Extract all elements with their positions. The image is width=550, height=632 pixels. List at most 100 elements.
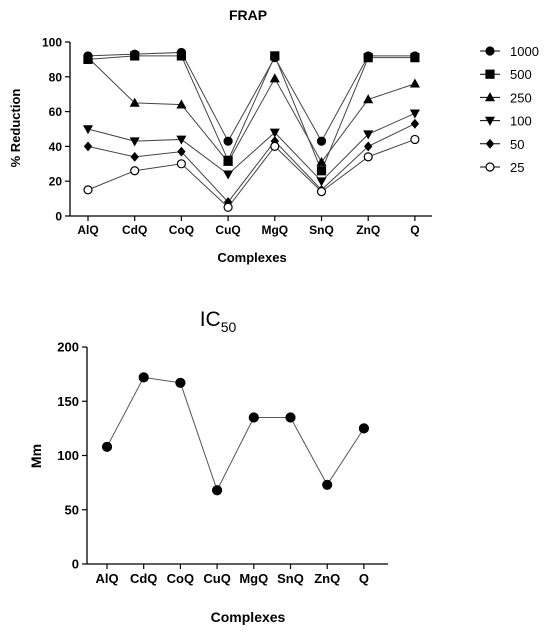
x-tick-label: SnQ: [277, 571, 304, 586]
y-tick-label: 100: [57, 448, 79, 463]
data-point-250: [269, 73, 280, 83]
data-point-100: [269, 128, 280, 138]
legend-marker: [485, 138, 495, 149]
data-point-25: [316, 187, 327, 197]
data-point-25: [270, 141, 280, 151]
legend-marker: [485, 162, 495, 172]
data-point-50: [177, 146, 186, 157]
data-point-250: [129, 97, 140, 107]
ic50-series-line: [106, 376, 365, 492]
ic50-title: IC50: [200, 308, 237, 335]
data-point-100: [409, 109, 420, 119]
y-tick-label: 50: [65, 502, 79, 517]
x-tick-label: MgQ: [239, 571, 268, 586]
data-point-100: [176, 135, 187, 145]
frap-legend: 1000 500 250 100 50 25: [480, 44, 539, 175]
data-point-250: [409, 78, 420, 88]
x-tick-label: ZnQ: [314, 571, 340, 586]
series-line-250: [87, 57, 416, 163]
x-tick-label: AlQ: [95, 571, 118, 586]
data-point-500: [270, 51, 280, 61]
legend-label: 500: [510, 67, 532, 82]
legend-label: 25: [510, 160, 524, 175]
data-point-50: [364, 141, 373, 152]
data-point-0: [248, 412, 259, 423]
ic50-y-axis-label: Mm: [28, 444, 44, 468]
data-point-250: [363, 94, 374, 104]
data-point-25: [176, 159, 186, 169]
data-point-500: [363, 53, 373, 63]
frap-title: FRAP: [229, 7, 267, 23]
legend-label: 100: [510, 114, 532, 129]
data-point-100: [82, 125, 94, 135]
data-point-25: [363, 152, 373, 162]
data-point-250: [316, 156, 327, 166]
data-point-25: [130, 166, 140, 176]
ic50-axes: 0 50 100 150 200 AlQ CdQ CoQ CuQ MgQ SnQ ZnQ Q: [57, 340, 388, 586]
y-tick-label: 0: [55, 210, 62, 224]
x-tick-label: CdQ: [130, 571, 157, 586]
y-tick-label: 20: [49, 175, 63, 189]
data-point-100: [316, 177, 327, 187]
x-tick-label: Q: [410, 223, 419, 237]
series-line-50: [87, 123, 416, 203]
y-tick-label: 80: [49, 70, 63, 84]
data-point-1000: [316, 136, 327, 146]
series-line-0: [106, 376, 365, 492]
x-tick-label: CuQ: [203, 571, 230, 586]
y-tick-label: 100: [42, 36, 62, 50]
data-point-100: [363, 130, 374, 140]
y-tick-label: 0: [72, 557, 79, 572]
frap-x-axis-label: Complexes: [217, 250, 286, 265]
data-point-50: [130, 151, 139, 162]
data-point-500: [410, 53, 420, 63]
data-point-500: [316, 166, 327, 176]
x-tick-label: ZnQ: [356, 223, 380, 237]
data-point-250: [176, 99, 187, 109]
y-tick-label: 60: [49, 105, 63, 119]
series-line-500: [87, 54, 415, 173]
x-tick-label: CuQ: [215, 223, 240, 237]
data-point-0: [175, 377, 186, 388]
frap-axes: 0 20 40 60 80 100 AlQ CdQ CoQ CuQ MgQ SnQ ZnQ Q: [42, 36, 432, 237]
data-point-500: [130, 51, 140, 61]
series-line-100: [87, 112, 416, 182]
frap-y-axis-label: % Reduction: [8, 89, 23, 168]
legend-label: 250: [510, 90, 532, 105]
data-point-50: [410, 118, 420, 129]
data-point-500: [176, 51, 186, 61]
x-tick-label: SnQ: [309, 223, 334, 237]
x-tick-label: Q: [359, 571, 369, 586]
y-tick-label: 200: [57, 340, 79, 355]
data-point-0: [285, 412, 296, 423]
data-point-100: [129, 137, 140, 147]
frap-series-markers: [82, 47, 420, 212]
data-point-1000: [223, 136, 233, 146]
ic50-x-axis-label: Complexes: [211, 609, 286, 625]
data-point-25: [223, 202, 233, 212]
legend-marker: [484, 116, 496, 126]
series-line-1000: [87, 51, 415, 143]
data-point-250: [223, 156, 234, 166]
legend-marker: [484, 92, 496, 102]
data-point-100: [223, 170, 234, 180]
frap-series-lines: [87, 51, 416, 209]
legend-label: 1000: [510, 44, 539, 59]
y-tick-label: 40: [49, 140, 63, 154]
x-tick-label: CdQ: [122, 223, 147, 237]
data-point-0: [322, 479, 333, 490]
data-point-50: [83, 141, 93, 152]
data-point-25: [410, 134, 420, 145]
x-tick-label: AlQ: [77, 223, 98, 237]
x-tick-label: CoQ: [167, 571, 194, 586]
ic50-chart: IC50 Mm Complexes 0 50 100 150 200 AlQ CdQ CoQ C…: [28, 308, 388, 625]
legend-marker: [485, 69, 495, 79]
series-line-25: [87, 138, 416, 209]
y-tick-label: 150: [57, 394, 79, 409]
ic50-series-markers: [101, 372, 369, 496]
data-point-0: [358, 423, 369, 434]
x-tick-label: CoQ: [169, 223, 194, 237]
legend-label: 50: [510, 137, 524, 152]
frap-chart: FRAP % Reduction Complexes 0 20 40 60 80 100 A…: [8, 7, 539, 265]
